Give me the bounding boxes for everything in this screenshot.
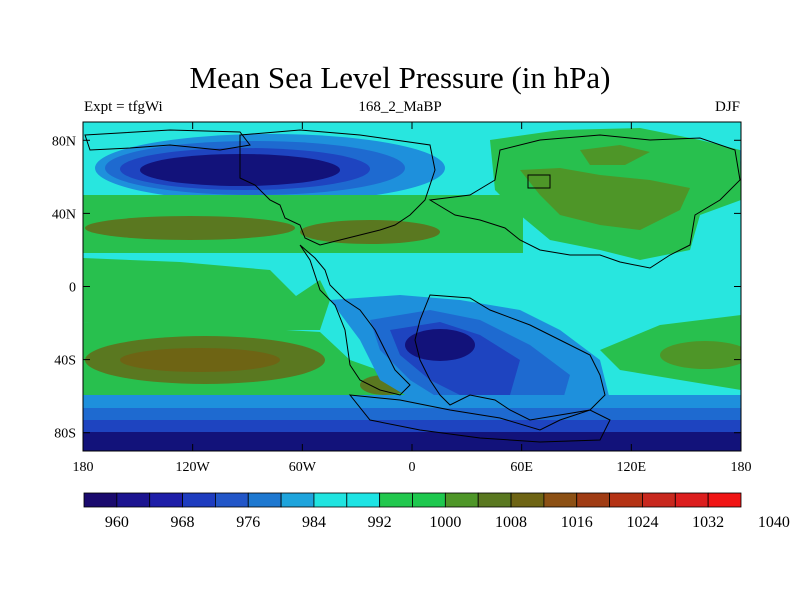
- colorbar-swatch-7: [313, 492, 348, 508]
- coastline-north-america: [239, 129, 436, 246]
- colorbar-label-4: 992: [368, 514, 392, 531]
- colorbar-label-0: 960: [105, 514, 129, 531]
- lat-label-2: 0: [69, 281, 76, 296]
- colorbar-swatch-15: [576, 492, 610, 508]
- latitude-axis: 80N 40N 0 40S 80S: [52, 134, 741, 442]
- lon-label-3: 0: [409, 460, 416, 475]
- longitude-axis: 180 120W 60W 0 60E 120E 180: [73, 122, 752, 475]
- colorbar-label-3: 984: [302, 514, 326, 531]
- colorbar-swatch-5: [247, 492, 282, 508]
- south-high-east-core: [660, 341, 741, 369]
- south-high-west-core: [120, 348, 280, 372]
- southern-ocean-band-4: [83, 432, 741, 451]
- season-label: DJF: [714, 99, 740, 115]
- colorbar-swatch-18: [674, 492, 709, 508]
- map-title: Mean Sea Level Pressure (in hPa): [189, 60, 611, 95]
- colorbar-label-8: 1024: [626, 514, 658, 531]
- pressure-field: [83, 122, 741, 451]
- colorbar-swatch-14: [543, 492, 578, 508]
- lat-label-3: 40S: [54, 354, 76, 369]
- colorbar-label-9: 1032: [692, 514, 724, 531]
- south-low-core: [405, 329, 475, 361]
- colorbar-label-7: 1016: [561, 514, 593, 531]
- coastline-eurasia: [428, 134, 741, 269]
- colorbar-swatch-10: [412, 492, 446, 508]
- asia-high-core-1: [520, 168, 690, 230]
- lat-label-1: 40N: [52, 207, 76, 222]
- asia-high-core-2: [580, 145, 650, 165]
- run-label: 168_2_MaBP: [358, 99, 442, 115]
- colorbar-swatch-19: [707, 492, 742, 508]
- colorbar-label-1: 968: [171, 514, 195, 531]
- coastline-small-island: [527, 174, 551, 189]
- colorbar-label-5: 1000: [429, 514, 461, 531]
- coastline-arctic-islands: [84, 129, 251, 151]
- lon-label-1: 120W: [176, 460, 211, 475]
- lat-label-4: 80S: [54, 427, 76, 442]
- coastline-africa-australia: [414, 294, 606, 421]
- lon-label-5: 120E: [617, 460, 647, 475]
- colorbar-swatch-3: [182, 492, 216, 508]
- colorbar-swatch-6: [280, 492, 315, 508]
- tropical-high-central: [290, 280, 330, 330]
- colorbar: 960 968 976 984 992 1000 1008 1016 1024 1032 1040: [83, 492, 790, 531]
- colorbar-swatch-11: [444, 492, 479, 508]
- colorbar-swatch-4: [214, 492, 249, 508]
- tropical-high-west: [83, 258, 300, 330]
- lon-label-4: 60E: [510, 460, 533, 475]
- colorbar-label-2: 976: [236, 514, 260, 531]
- coastlines: [84, 129, 741, 443]
- colorbar-swatch-16: [609, 492, 643, 508]
- lon-label-6: 180: [731, 460, 752, 475]
- coastline-south-america: [299, 244, 411, 396]
- colorbar-swatch-17: [642, 492, 676, 508]
- lon-label-0: 180: [73, 460, 94, 475]
- colorbar-swatch-1: [116, 492, 151, 508]
- colorbar-swatch-0: [83, 492, 118, 508]
- coastline-southern-continent: [348, 394, 611, 443]
- colorbar-swatch-2: [149, 492, 183, 508]
- colorbar-label-6: 1008: [495, 514, 527, 531]
- colorbar-swatch-8: [346, 492, 381, 508]
- lat-label-0: 80N: [52, 134, 76, 149]
- colorbar-swatch-12: [477, 492, 512, 508]
- colorbar-label-10: 1040: [758, 514, 790, 531]
- colorbar-swatch-13: [510, 492, 545, 508]
- experiment-label: Expt = tfgWi: [84, 99, 163, 115]
- north-high-west: [85, 216, 295, 240]
- lon-label-2: 60W: [289, 460, 317, 475]
- colorbar-swatch-9: [379, 492, 413, 508]
